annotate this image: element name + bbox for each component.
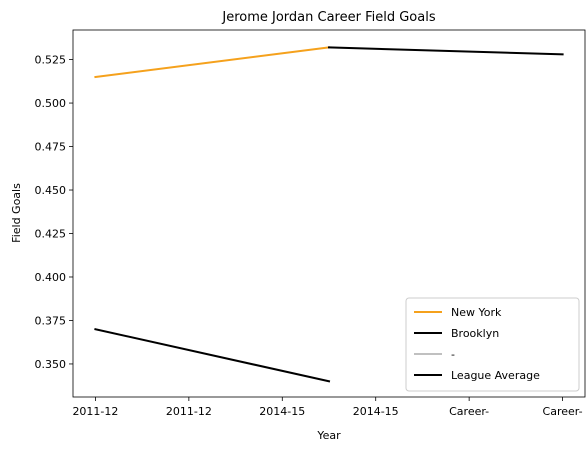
y-tick-label: 0.525	[35, 54, 67, 67]
series-line-0	[94, 46, 331, 79]
x-axis: 2011-12 2011-12 2014-15 2014-15 Career- Caree…	[72, 397, 583, 418]
y-axis-label: Field Goals	[10, 183, 23, 243]
series-line-1	[94, 328, 331, 383]
x-tick-label: 2011-12	[72, 405, 118, 418]
legend-box	[405, 297, 580, 392]
x-tick-label: 2011-12	[166, 405, 212, 418]
x-axis-label: Year	[316, 429, 341, 442]
y-tick-label: 0.375	[35, 314, 67, 327]
y-axis: 0.350 0.375 0.400 0.425 0.450 0.475 0.500 0.525	[35, 54, 73, 371]
series-layer	[94, 46, 564, 383]
legend-label-0: New York	[451, 306, 502, 319]
y-tick-label: 0.400	[35, 271, 67, 284]
y-tick-label: 0.350	[35, 358, 67, 371]
y-tick-label: 0.425	[35, 228, 67, 241]
chart-title: Jerome Jordan Career Field Goals	[221, 10, 435, 25]
y-tick-label: 0.500	[35, 97, 67, 110]
x-tick-label: 2014-15	[353, 405, 399, 418]
x-tick-label: 2014-15	[259, 405, 305, 418]
legend-label-2: -	[451, 348, 455, 361]
x-tick-label: Career-	[543, 405, 583, 418]
legend: New York Brooklyn - League Average	[405, 297, 580, 392]
y-tick-label: 0.450	[35, 184, 67, 197]
legend-label-1: Brooklyn	[451, 327, 499, 340]
legend-label-3: League Average	[451, 369, 540, 382]
x-tick-label: Career-	[449, 405, 489, 418]
y-tick-label: 0.475	[35, 141, 67, 154]
series-line-3	[327, 46, 564, 56]
